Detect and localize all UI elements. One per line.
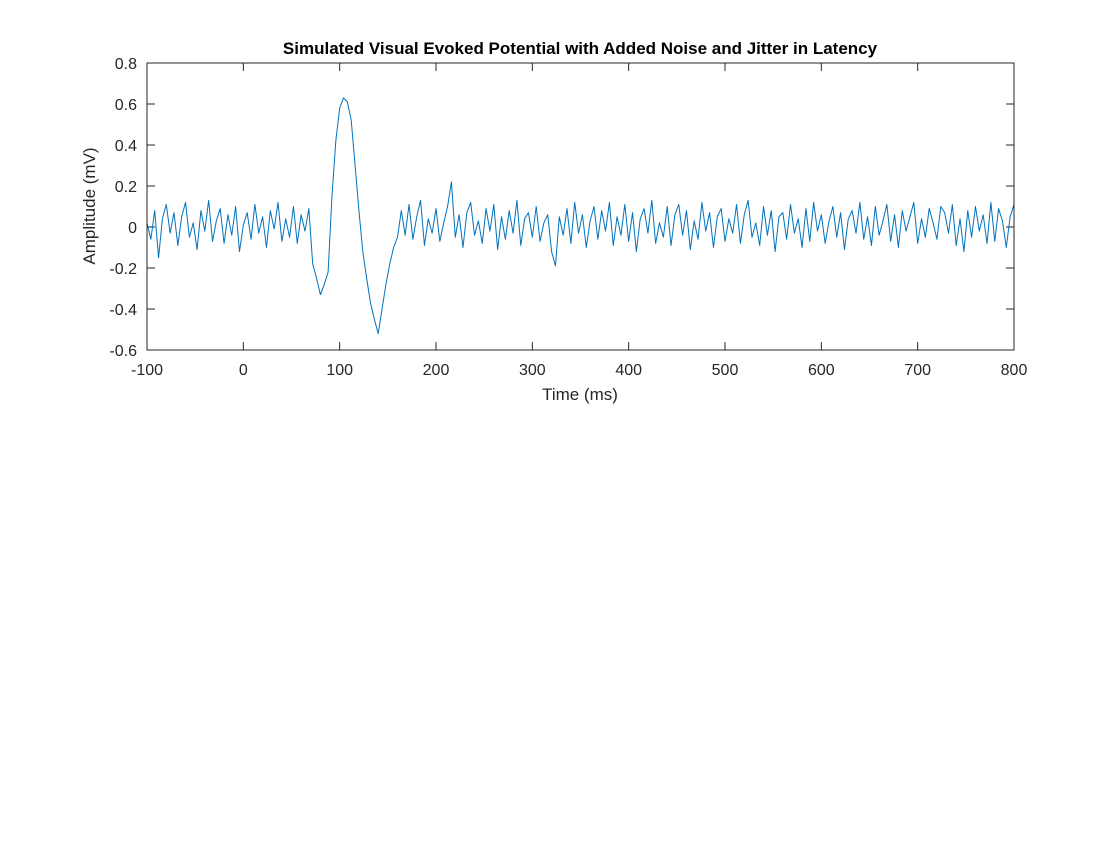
y-axis-label: Amplitude (mV) (80, 147, 99, 264)
y-tick-label: -0.2 (109, 261, 137, 278)
x-tick-label: 200 (423, 362, 450, 379)
x-tick-label: 800 (1001, 362, 1028, 379)
y-tick-label: 0.4 (115, 138, 137, 155)
x-tick-label: 300 (519, 362, 546, 379)
y-tick-label: -0.6 (109, 343, 137, 360)
x-tick-label: 500 (712, 362, 739, 379)
y-tick-label: -0.4 (109, 302, 137, 319)
x-tick-label: 600 (808, 362, 835, 379)
x-axis-label: Time (ms) (542, 385, 618, 404)
y-tick-label: 0.8 (115, 56, 137, 73)
chart-title: Simulated Visual Evoked Potential with A… (283, 39, 878, 58)
y-tick-label: 0.2 (115, 179, 137, 196)
x-tick-label: 700 (904, 362, 931, 379)
series-layer (146, 97, 1015, 335)
plot-frame (146, 62, 1015, 351)
x-axis-ticks: -100 0 100 200 300 400 500 600 700 800 (131, 63, 1027, 379)
x-tick-label: 0 (239, 362, 248, 379)
y-tick-label: 0 (128, 220, 137, 237)
y-tick-label: 0.6 (115, 97, 137, 114)
series-line (146, 97, 1015, 335)
y-axis-ticks: -0.6 -0.4 -0.2 0 0.2 0.4 0.6 0.8 (109, 56, 1014, 360)
x-tick-label: -100 (131, 362, 163, 379)
x-tick-label: 100 (326, 362, 353, 379)
x-tick-label: 400 (615, 362, 642, 379)
